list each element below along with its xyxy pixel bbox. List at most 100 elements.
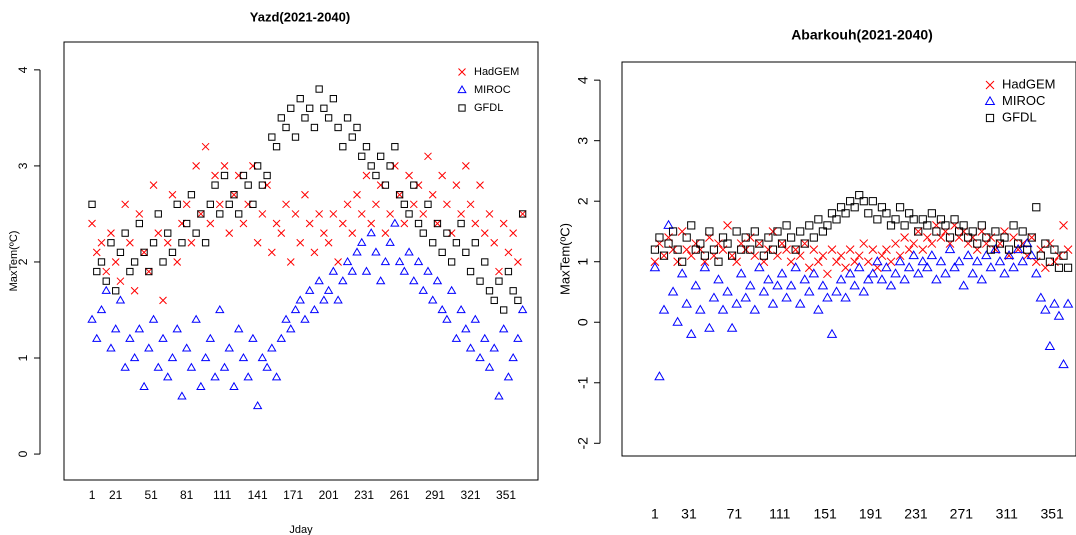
marker-triangle bbox=[876, 274, 888, 284]
marker-x bbox=[818, 251, 828, 261]
marker-square bbox=[718, 233, 728, 242]
marker-triangle bbox=[654, 371, 665, 381]
marker-triangle bbox=[813, 304, 824, 314]
marker-x bbox=[882, 245, 891, 254]
marker-triangle bbox=[409, 276, 419, 285]
marker-x bbox=[850, 257, 860, 267]
marker-triangle bbox=[480, 333, 490, 342]
marker-square bbox=[791, 245, 800, 254]
marker-x bbox=[922, 233, 932, 242]
marker-square bbox=[709, 245, 719, 254]
marker-triangle bbox=[926, 250, 938, 260]
marker-triangle bbox=[785, 280, 797, 290]
marker-x bbox=[400, 219, 409, 228]
marker-x bbox=[854, 251, 864, 261]
marker-square bbox=[923, 221, 932, 230]
marker-square bbox=[187, 191, 196, 199]
marker-triangle bbox=[808, 268, 820, 278]
marker-triangle bbox=[872, 256, 883, 266]
marker-square bbox=[112, 287, 120, 295]
marker-triangle bbox=[257, 352, 268, 362]
marker-square bbox=[377, 152, 385, 160]
marker-square bbox=[287, 104, 295, 112]
marker-x bbox=[509, 229, 518, 237]
marker-triangle bbox=[144, 343, 154, 352]
marker-square bbox=[244, 181, 252, 189]
y-tick-label: 1 bbox=[16, 354, 30, 361]
marker-triangle bbox=[849, 280, 860, 290]
marker-triangle bbox=[1035, 292, 1047, 302]
marker-triangle bbox=[949, 262, 960, 272]
marker-square bbox=[700, 251, 709, 260]
marker-triangle bbox=[912, 268, 924, 278]
marker-x bbox=[424, 152, 432, 161]
y-tick-label: -2 bbox=[575, 437, 591, 450]
marker-x bbox=[173, 258, 182, 266]
legend-label: GFDL bbox=[1002, 109, 1037, 124]
y-tick-label: 2 bbox=[575, 197, 591, 205]
marker-x bbox=[97, 238, 106, 247]
marker-square bbox=[750, 227, 759, 236]
marker-square bbox=[727, 251, 737, 260]
marker-x bbox=[900, 233, 909, 242]
marker-square bbox=[827, 209, 837, 218]
marker-x bbox=[149, 181, 158, 189]
x-tick-label: 151 bbox=[813, 506, 837, 522]
marker-x bbox=[324, 238, 333, 247]
marker-square bbox=[509, 287, 517, 295]
marker-triangle bbox=[990, 244, 1001, 254]
marker-triangle bbox=[125, 333, 135, 342]
marker-triangle bbox=[286, 324, 296, 333]
marker-x bbox=[154, 229, 163, 237]
marker-x bbox=[682, 245, 692, 254]
marker-triangle bbox=[323, 285, 334, 294]
marker-triangle bbox=[267, 343, 277, 352]
marker-triangle bbox=[319, 295, 329, 304]
marker-triangle bbox=[822, 292, 833, 302]
marker-x bbox=[197, 210, 205, 218]
marker-x bbox=[372, 200, 380, 209]
marker-square bbox=[220, 171, 229, 180]
marker-square bbox=[457, 219, 465, 228]
marker-x bbox=[381, 229, 390, 237]
marker-triangle bbox=[840, 292, 851, 302]
marker-triangle bbox=[690, 280, 702, 290]
marker-square bbox=[500, 306, 508, 314]
marker-triangle bbox=[404, 247, 414, 256]
marker-x bbox=[863, 257, 873, 267]
marker-triangle bbox=[120, 362, 130, 371]
marker-x bbox=[244, 200, 253, 209]
marker-square bbox=[348, 133, 356, 141]
marker-x bbox=[918, 245, 928, 254]
marker-square bbox=[159, 258, 167, 266]
marker-triangle bbox=[817, 280, 829, 290]
marker-triangle bbox=[722, 286, 733, 296]
marker-triangle bbox=[219, 362, 230, 371]
marker-x bbox=[443, 200, 451, 209]
marker-x bbox=[461, 162, 470, 170]
marker-triangle bbox=[890, 268, 901, 278]
marker-x bbox=[111, 258, 120, 266]
marker-triangle bbox=[300, 314, 310, 323]
marker-triangle bbox=[1003, 250, 1015, 260]
marker-square bbox=[668, 227, 678, 236]
marker-triangle bbox=[304, 285, 315, 294]
x-tick-label: 21 bbox=[109, 488, 123, 502]
marker-triangle bbox=[699, 262, 711, 272]
marker-triangle bbox=[437, 304, 447, 314]
marker-triangle bbox=[695, 304, 706, 314]
marker-x bbox=[409, 200, 418, 209]
marker-square bbox=[414, 219, 423, 228]
marker-square bbox=[1000, 233, 1009, 242]
marker-x bbox=[291, 210, 300, 218]
marker-x bbox=[490, 238, 499, 247]
marker-triangle bbox=[1021, 237, 1033, 248]
marker-x bbox=[367, 219, 376, 228]
y-tick-label: 2 bbox=[16, 258, 30, 265]
marker-square bbox=[268, 133, 276, 141]
marker-square bbox=[353, 123, 361, 132]
marker-square bbox=[1050, 245, 1059, 254]
x-tick-label: 1 bbox=[89, 488, 96, 502]
plot-frame bbox=[621, 61, 1076, 457]
marker-x bbox=[452, 181, 461, 189]
